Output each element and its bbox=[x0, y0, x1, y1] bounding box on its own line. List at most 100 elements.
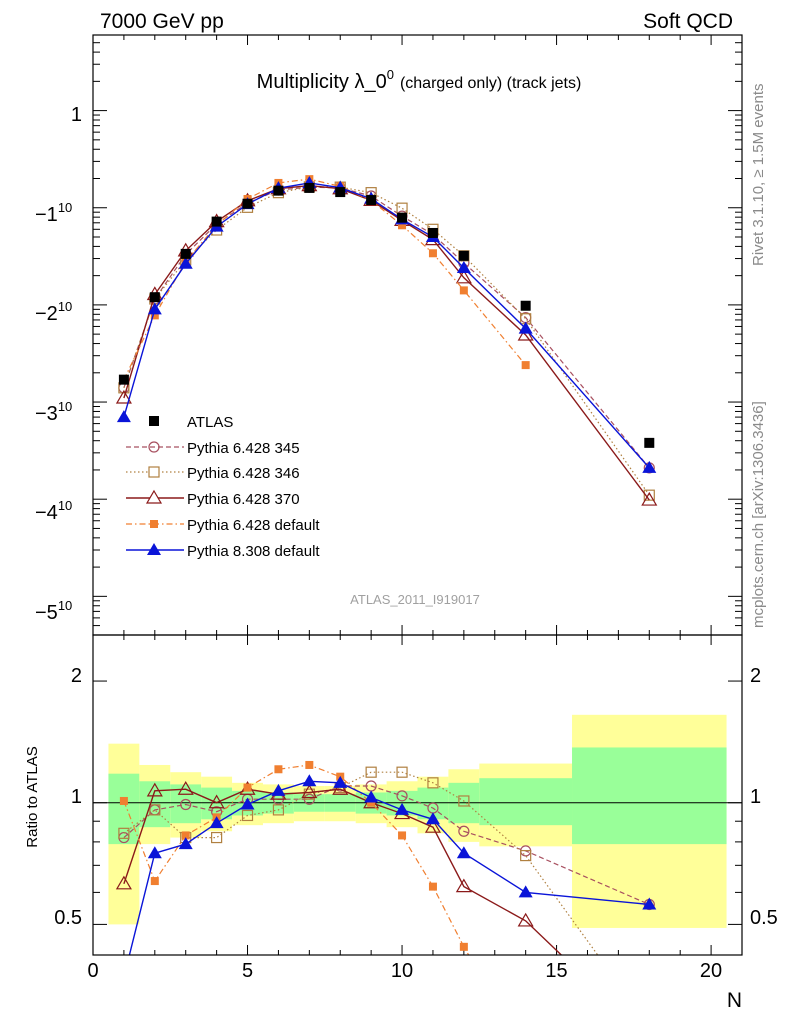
legend: ATLAS Pythia 6.428 345 Pythia 6.428 346 … bbox=[126, 414, 320, 560]
data-point bbox=[520, 300, 531, 311]
ratio-y-tick-label: 1 bbox=[71, 786, 82, 808]
data-point bbox=[301, 784, 318, 799]
legend-entry-label: ATLAS bbox=[187, 414, 233, 431]
y-tick-label: −110 bbox=[35, 200, 72, 226]
data-point bbox=[116, 410, 131, 423]
header-left-label: 7000 GeV pp bbox=[100, 10, 224, 33]
data-point bbox=[517, 326, 534, 341]
data-point bbox=[149, 292, 160, 303]
data-point bbox=[427, 227, 438, 238]
data-point bbox=[178, 837, 193, 850]
data-point bbox=[271, 783, 286, 796]
data-point bbox=[428, 882, 437, 891]
legend-entry-label: Pythia 6.428 default bbox=[187, 517, 320, 534]
data-point bbox=[274, 765, 283, 774]
data-point bbox=[644, 437, 655, 448]
data-point bbox=[181, 831, 190, 840]
ratio-y-tick-label-right: 0.5 bbox=[750, 907, 778, 929]
ratio-series-pythia-6-428-370 bbox=[115, 781, 563, 955]
data-point bbox=[305, 760, 314, 769]
data-point bbox=[458, 250, 469, 261]
ratio-axis-label: Ratio to ATLAS bbox=[24, 746, 41, 847]
ratio-y-tick-label-right: 2 bbox=[750, 665, 761, 687]
data-point bbox=[208, 794, 225, 809]
y-tick-base: −2 bbox=[35, 303, 58, 325]
data-point bbox=[211, 216, 222, 227]
data-point bbox=[455, 269, 472, 284]
plot-title: Multiplicity λ_00 (charged only) (track j… bbox=[257, 67, 582, 93]
data-point bbox=[518, 885, 533, 898]
data-point bbox=[395, 802, 410, 815]
data-point bbox=[272, 804, 285, 816]
ratio-bands bbox=[108, 714, 727, 928]
y-tick-base: −5 bbox=[35, 602, 58, 624]
tick-labels: 1 −110 −210 −310 −410 −510 2 1 0.5 2 1 0… bbox=[35, 104, 778, 982]
data-point bbox=[428, 249, 437, 258]
series-line bbox=[123, 182, 650, 469]
watermark-label: ATLAS_2011_I919017 bbox=[350, 592, 480, 607]
data-point bbox=[180, 798, 192, 811]
ratio-band-inner bbox=[108, 773, 140, 845]
y-tick-base: −4 bbox=[35, 502, 58, 524]
legend-marker bbox=[149, 416, 159, 426]
data-point bbox=[367, 798, 376, 807]
plot-title-superscript: 0 bbox=[387, 67, 394, 82]
y-tick-label: −510 bbox=[35, 598, 72, 624]
side-label-bottom: mcplots.cern.ch [arXiv:1306.3436] bbox=[750, 401, 767, 628]
ratio-series-line bbox=[128, 780, 650, 955]
legend-entry-label: Pythia 6.428 370 bbox=[187, 491, 300, 508]
data-point bbox=[242, 198, 253, 209]
y-tick-exponent: 10 bbox=[58, 299, 72, 314]
data-point bbox=[641, 491, 658, 506]
ratio-y-tick-label-right: 1 bbox=[750, 786, 761, 808]
data-point bbox=[398, 831, 407, 840]
y-tick-label: −310 bbox=[35, 399, 72, 425]
x-tick-label: 10 bbox=[391, 960, 413, 982]
data-series bbox=[115, 175, 658, 982]
ratio-panel-frame bbox=[92, 634, 743, 956]
data-point bbox=[178, 256, 193, 269]
plot-title-suffix: (charged only) (track jets) bbox=[400, 75, 581, 92]
legend-marker bbox=[126, 489, 184, 504]
data-point bbox=[243, 783, 252, 792]
series-atlas bbox=[118, 182, 655, 448]
data-point bbox=[456, 846, 471, 859]
data-point bbox=[517, 912, 534, 927]
ratio-series-pythia-8-308-default bbox=[117, 774, 657, 982]
data-point bbox=[396, 766, 408, 778]
data-point bbox=[150, 877, 159, 886]
legend-entry-label: Pythia 6.428 345 bbox=[187, 440, 300, 457]
data-point bbox=[147, 302, 162, 315]
data-point bbox=[146, 782, 163, 797]
y-tick-exponent: 10 bbox=[58, 399, 72, 414]
x-tick-label: 0 bbox=[87, 960, 98, 982]
data-point bbox=[520, 849, 532, 862]
data-point bbox=[643, 489, 655, 501]
header-right-label: Soft QCD bbox=[643, 10, 733, 33]
data-point bbox=[273, 185, 284, 196]
y-tick-exponent: 10 bbox=[58, 200, 72, 215]
ratio-band-inner bbox=[170, 784, 202, 824]
y-tick-label: 1 bbox=[71, 104, 82, 126]
data-point bbox=[118, 374, 129, 385]
y-tick-label: −410 bbox=[35, 498, 72, 524]
data-point bbox=[240, 797, 255, 810]
data-point bbox=[117, 970, 131, 982]
data-point bbox=[180, 248, 191, 259]
ratio-y-tick-label: 2 bbox=[71, 665, 82, 687]
legend-marker bbox=[126, 466, 184, 478]
data-point bbox=[241, 809, 254, 822]
data-point bbox=[115, 875, 132, 890]
data-point bbox=[115, 389, 132, 404]
y-tick-base: −1 bbox=[35, 204, 58, 226]
data-point bbox=[118, 827, 130, 839]
data-point bbox=[458, 825, 470, 837]
ratio-band-inner bbox=[572, 747, 727, 845]
y-tick-base: −3 bbox=[35, 403, 58, 425]
data-point bbox=[397, 212, 408, 223]
data-point bbox=[642, 460, 657, 473]
data-point bbox=[427, 777, 439, 789]
y-tick-label: −210 bbox=[35, 299, 72, 325]
ratio-series-group bbox=[115, 760, 657, 982]
legend-marker bbox=[126, 520, 184, 528]
